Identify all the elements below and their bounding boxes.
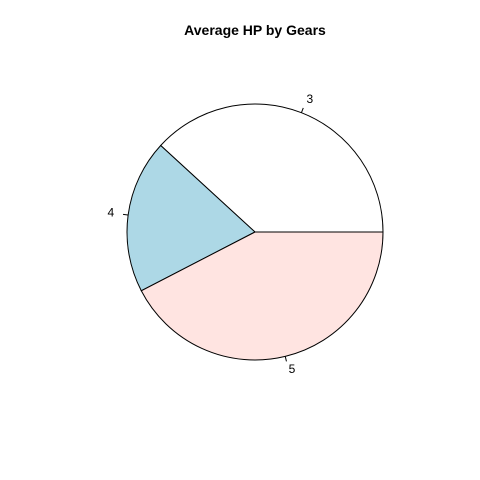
slice-label-4: 4 bbox=[107, 205, 114, 219]
slice-label-ticks bbox=[122, 107, 304, 362]
slice-label-5: 5 bbox=[289, 362, 296, 376]
pie-slice-5 bbox=[140, 231, 384, 361]
chart-title: Average HP by Gears bbox=[184, 22, 326, 38]
pie-slice-4 bbox=[126, 144, 256, 292]
pie-slices bbox=[126, 103, 384, 361]
slice-tick-3 bbox=[300, 107, 304, 113]
slice-label-3: 3 bbox=[307, 92, 314, 106]
pie-slice-3 bbox=[159, 103, 384, 233]
slice-tick-5 bbox=[284, 356, 287, 362]
slice-tick-4 bbox=[122, 213, 129, 216]
slice-labels: 3 4 5 bbox=[107, 92, 313, 376]
